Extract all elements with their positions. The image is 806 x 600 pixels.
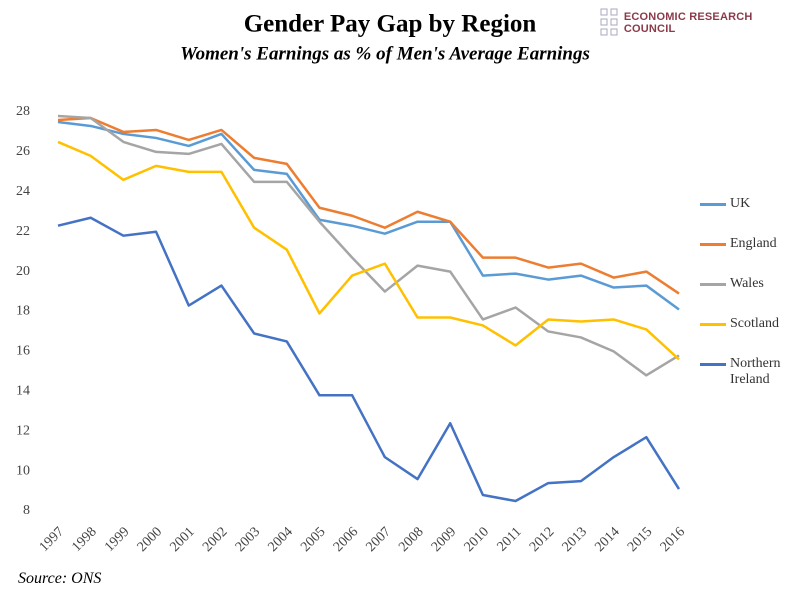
legend-item: Wales: [700, 276, 800, 316]
x-tick-label: 2004: [265, 524, 295, 554]
legend: UK England Wales Scotland Northern Ireland: [700, 196, 800, 396]
x-tick-label: 2003: [233, 524, 263, 554]
y-tick-label: 10: [16, 463, 30, 478]
x-tick-label: 2010: [462, 524, 492, 554]
legend-swatch: [700, 203, 726, 206]
x-tick-label: 2013: [560, 524, 590, 554]
x-tick-label: 2015: [625, 524, 655, 554]
legend-label: Wales: [730, 276, 764, 291]
legend-item: Northern Ireland: [700, 356, 800, 396]
y-tick-label: 14: [16, 384, 30, 399]
x-tick-label: 2016: [658, 524, 688, 554]
x-tick-label: 2014: [592, 524, 622, 554]
legend-swatch: [700, 243, 726, 246]
x-tick-label: 2011: [495, 524, 525, 554]
y-tick-label: 8: [23, 503, 30, 518]
source: Source: ONS: [18, 570, 102, 587]
y-tick-label: 12: [16, 423, 30, 438]
y-tick-label: 24: [16, 184, 30, 199]
y-tick-label: 22: [16, 224, 30, 239]
y-tick-label: 28: [16, 104, 30, 119]
y-tick-label: 18: [16, 304, 30, 319]
chart-title: Gender Pay Gap by Region: [244, 11, 537, 38]
x-tick-label: 2007: [364, 524, 394, 554]
x-tick-label: 2008: [396, 524, 426, 554]
legend-label: Scotland: [730, 316, 779, 331]
x-tick-label: 1999: [102, 524, 132, 554]
legend-label: UK: [730, 196, 751, 211]
series-line: [57, 114, 680, 377]
legend-item: UK: [700, 196, 800, 236]
y-tick-label: 20: [16, 264, 30, 279]
series-line: [57, 116, 680, 295]
legend-label: England: [730, 236, 777, 251]
series-line: [57, 120, 680, 311]
series-line: [57, 216, 681, 503]
chart-subtitle: Women's Earnings as % of Men's Average E…: [180, 43, 590, 64]
x-tick-label: 1998: [69, 524, 99, 554]
x-tick-label: 2006: [331, 524, 361, 554]
logo: ECONOMIC RESEARCH COUNCIL: [600, 8, 806, 38]
x-tick-label: 2002: [200, 524, 230, 554]
legend-item: Scotland: [700, 316, 800, 356]
logo-text: ECONOMIC RESEARCH COUNCIL: [623, 11, 753, 35]
y-tick-label: 26: [16, 144, 30, 159]
legend-swatch: [700, 323, 726, 326]
legend-swatch: [700, 283, 726, 286]
y-tick-label: 16: [16, 344, 30, 359]
x-tick-label: 2012: [527, 524, 557, 554]
x-tick-label: 2009: [429, 524, 459, 554]
legend-item: England: [700, 236, 800, 276]
x-tick-label: 2005: [298, 524, 328, 554]
logo-icon: [600, 8, 618, 36]
legend-label: Northern Ireland: [730, 356, 781, 387]
series-line: [57, 140, 680, 361]
legend-swatch: [700, 363, 726, 366]
x-tick-label: 2000: [135, 524, 165, 554]
x-tick-label: 1997: [37, 524, 67, 554]
x-tick-label: 2001: [167, 524, 197, 554]
